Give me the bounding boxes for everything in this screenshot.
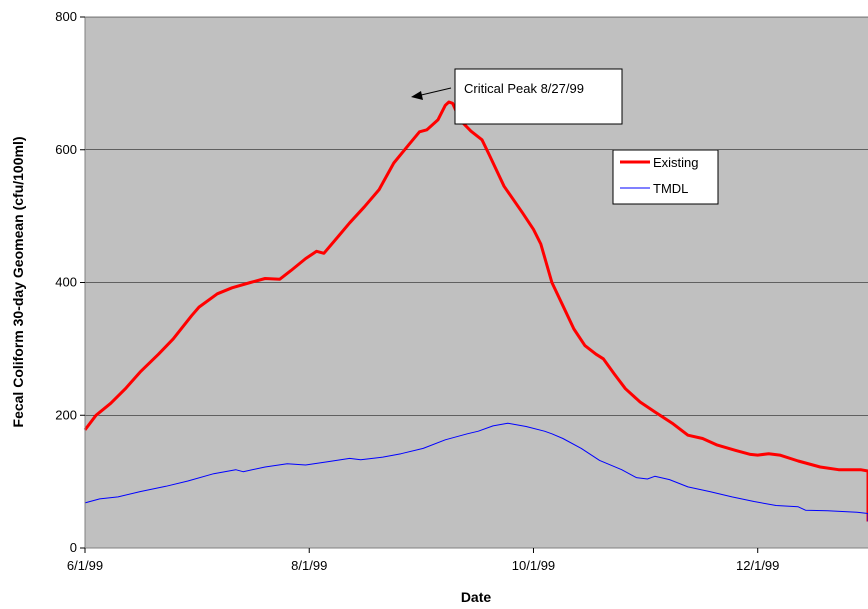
- y-tick-label: 800: [55, 9, 77, 24]
- legend-label-existing: Existing: [653, 155, 699, 170]
- y-tick-label: 0: [70, 540, 77, 555]
- annotation-box: [454, 68, 623, 125]
- annotation-arrowhead: [411, 91, 423, 100]
- annotation-arrow-line: [416, 87, 452, 97]
- series-layer: [83, 100, 868, 522]
- legend: Existing TMDL: [612, 149, 719, 205]
- y-tick-label: 200: [55, 407, 77, 422]
- gridlines: [85, 16, 868, 416]
- tick-layer: 0 200 400 600 800 6/1/99 8/1/99 10/1/99 12/1/99: [55, 9, 779, 573]
- legend-label-tmdl: TMDL: [653, 181, 688, 196]
- y-tick-label: 400: [55, 275, 77, 290]
- peak-annotation: Critical Peak 8/27/99: [411, 68, 623, 125]
- legend-box: [612, 149, 719, 205]
- x-tick-label: 6/1/99: [67, 558, 103, 573]
- y-axis-title: Fecal Coliform 30-day Geomean (cfu/100ml…: [10, 137, 26, 428]
- x-axis-title: Date: [461, 589, 492, 605]
- series-line-tmdl: [84, 422, 868, 522]
- x-tick-label: 10/1/99: [512, 558, 555, 573]
- annotation-text: Critical Peak 8/27/99: [464, 81, 584, 96]
- x-tick-label: 8/1/99: [291, 558, 327, 573]
- x-tick-label: 12/1/99: [736, 558, 779, 573]
- series-line-existing: [83, 100, 868, 522]
- y-tick-label: 600: [55, 142, 77, 157]
